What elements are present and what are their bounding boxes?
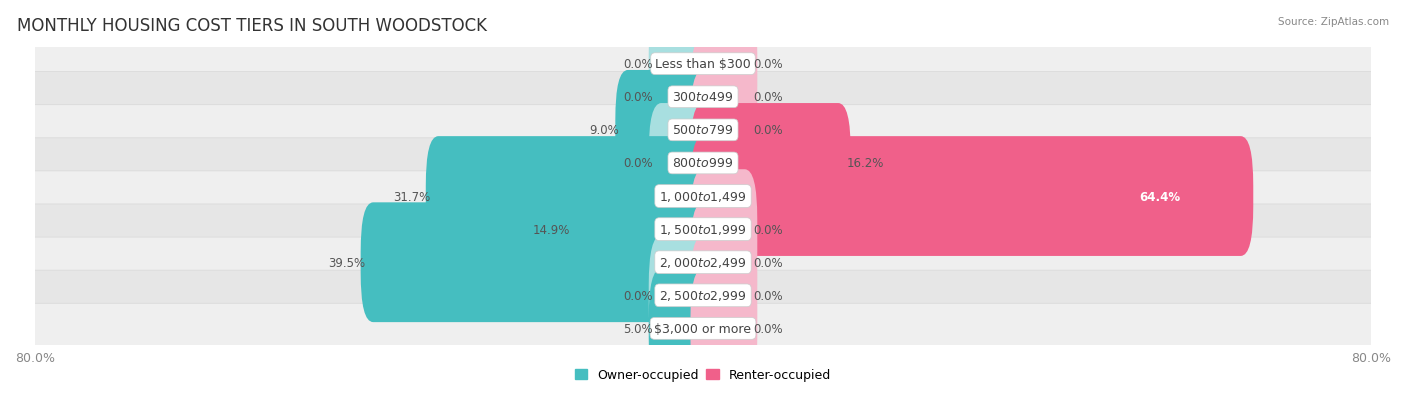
FancyBboxPatch shape xyxy=(32,237,1374,288)
FancyBboxPatch shape xyxy=(32,204,1374,255)
Text: $2,000 to $2,499: $2,000 to $2,499 xyxy=(659,256,747,270)
Text: 0.0%: 0.0% xyxy=(754,289,783,302)
Text: 0.0%: 0.0% xyxy=(623,91,652,104)
FancyBboxPatch shape xyxy=(690,104,851,223)
FancyBboxPatch shape xyxy=(648,104,716,223)
FancyBboxPatch shape xyxy=(648,269,716,388)
Text: 0.0%: 0.0% xyxy=(754,256,783,269)
Text: 9.0%: 9.0% xyxy=(589,124,620,137)
Text: $800 to $999: $800 to $999 xyxy=(672,157,734,170)
Text: 31.7%: 31.7% xyxy=(392,190,430,203)
Text: $300 to $499: $300 to $499 xyxy=(672,91,734,104)
FancyBboxPatch shape xyxy=(567,170,716,290)
FancyBboxPatch shape xyxy=(616,71,716,190)
Text: 0.0%: 0.0% xyxy=(623,289,652,302)
Text: $1,500 to $1,999: $1,500 to $1,999 xyxy=(659,223,747,237)
FancyBboxPatch shape xyxy=(690,203,758,323)
FancyBboxPatch shape xyxy=(648,38,716,157)
Text: MONTHLY HOUSING COST TIERS IN SOUTH WOODSTOCK: MONTHLY HOUSING COST TIERS IN SOUTH WOOD… xyxy=(17,17,486,34)
FancyBboxPatch shape xyxy=(648,236,716,355)
Text: 5.0%: 5.0% xyxy=(623,322,652,335)
FancyBboxPatch shape xyxy=(32,39,1374,90)
Text: $2,500 to $2,999: $2,500 to $2,999 xyxy=(659,289,747,303)
FancyBboxPatch shape xyxy=(690,236,758,355)
Text: 64.4%: 64.4% xyxy=(1139,190,1181,203)
Text: 0.0%: 0.0% xyxy=(754,223,783,236)
Text: 0.0%: 0.0% xyxy=(754,322,783,335)
Text: 0.0%: 0.0% xyxy=(623,157,652,170)
FancyBboxPatch shape xyxy=(690,5,758,124)
FancyBboxPatch shape xyxy=(32,105,1374,156)
Text: 0.0%: 0.0% xyxy=(623,58,652,71)
Text: $1,000 to $1,499: $1,000 to $1,499 xyxy=(659,190,747,204)
FancyBboxPatch shape xyxy=(32,171,1374,222)
Text: 0.0%: 0.0% xyxy=(754,124,783,137)
Text: 39.5%: 39.5% xyxy=(328,256,364,269)
FancyBboxPatch shape xyxy=(690,38,758,157)
Text: $500 to $799: $500 to $799 xyxy=(672,124,734,137)
FancyBboxPatch shape xyxy=(426,137,716,256)
FancyBboxPatch shape xyxy=(690,170,758,290)
FancyBboxPatch shape xyxy=(32,304,1374,354)
Text: 0.0%: 0.0% xyxy=(754,91,783,104)
Text: 0.0%: 0.0% xyxy=(754,58,783,71)
FancyBboxPatch shape xyxy=(690,137,1253,256)
Text: Less than $300: Less than $300 xyxy=(655,58,751,71)
FancyBboxPatch shape xyxy=(690,269,758,388)
FancyBboxPatch shape xyxy=(361,203,716,323)
FancyBboxPatch shape xyxy=(690,71,758,190)
Text: 16.2%: 16.2% xyxy=(846,157,884,170)
Text: 14.9%: 14.9% xyxy=(533,223,571,236)
Text: $3,000 or more: $3,000 or more xyxy=(655,322,751,335)
FancyBboxPatch shape xyxy=(32,138,1374,189)
Text: Source: ZipAtlas.com: Source: ZipAtlas.com xyxy=(1278,17,1389,26)
FancyBboxPatch shape xyxy=(32,271,1374,321)
FancyBboxPatch shape xyxy=(32,72,1374,123)
Legend: Owner-occupied, Renter-occupied: Owner-occupied, Renter-occupied xyxy=(569,363,837,387)
FancyBboxPatch shape xyxy=(648,5,716,124)
